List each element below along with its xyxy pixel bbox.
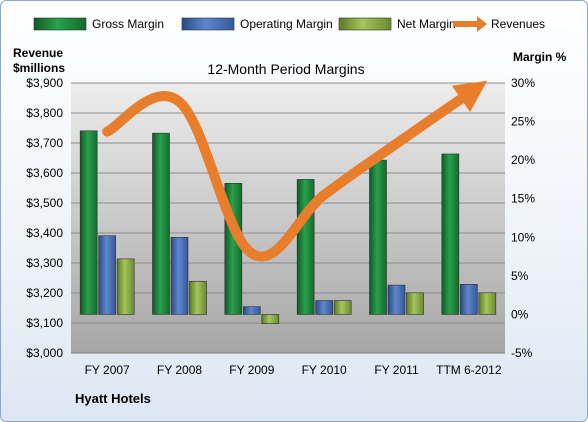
chart-title: 12-Month Period Margins (207, 61, 364, 77)
left-tick-label: $3,200 (26, 286, 63, 300)
bar-operating-margin (387, 284, 406, 315)
bar-gross-margin (369, 159, 387, 315)
legend: Gross Margin Operating Margin Net Margin Re… (33, 16, 545, 32)
x-tick-label: FY 2011 (374, 363, 419, 377)
bar-gross-margin (79, 130, 98, 315)
legend-label: Net Margin (397, 17, 456, 31)
bar-operating-margin (460, 284, 478, 315)
x-tick-label: TTM 6-2012 (436, 363, 502, 377)
bar-net-margin (116, 258, 135, 315)
left-axis-label-line1: Revenue (13, 46, 63, 60)
bar-operating-margin (243, 306, 261, 315)
x-tick-label: FY 2009 (229, 363, 274, 377)
right-axis-label: Margin % (513, 50, 567, 64)
left-tick-label: $3,000 (26, 346, 63, 360)
legend-label: Operating Margin (240, 17, 333, 31)
revenue-line (102, 80, 488, 262)
right-tick-label: 0% (511, 307, 529, 321)
left-tick-label: $3,700 (26, 136, 63, 150)
left-tick-label: $3,100 (26, 316, 63, 330)
right-tick-label: 25% (511, 115, 535, 129)
right-tick-label: -5% (511, 346, 533, 360)
right-axis: -5% 0% 5% 10% 15% 20% 25% 30% (511, 76, 535, 360)
legend-arrow-icon (477, 16, 487, 32)
bar-operating-margin (170, 236, 189, 315)
bar-net-margin (333, 300, 352, 315)
left-tick-label: $3,500 (26, 196, 63, 210)
bar-net-margin (261, 314, 280, 324)
legend-swatch-net-margin (338, 17, 392, 31)
left-axis: $3,000 $3,100 $3,200 $3,300 $3,400 $3,500 $3,6… (26, 76, 63, 360)
bar-gross-margin (441, 153, 460, 315)
revenue-line-path (102, 80, 488, 262)
bar-net-margin (189, 280, 207, 315)
legend-label: Revenues (491, 17, 545, 31)
x-tick-label: FY 2010 (302, 363, 347, 377)
right-tick-label: 30% (511, 76, 535, 90)
company-name: Hyatt Hotels (75, 391, 151, 406)
left-tick-label: $3,900 (26, 76, 63, 90)
legend-label: Gross Margin (92, 17, 164, 31)
x-tick-label: FY 2007 (85, 363, 130, 377)
bar-operating-margin (98, 235, 116, 315)
left-tick-label: $3,600 (26, 166, 63, 180)
right-tick-label: 5% (511, 269, 529, 283)
left-tick-label: $3,400 (26, 226, 63, 240)
x-axis: FY 2007 FY 2008 FY 2009 FY 2010 FY 2011 TTM 6… (85, 363, 502, 377)
bar-gross-margin (296, 179, 315, 315)
plot-area (71, 83, 505, 353)
legend-swatch-operating-margin (181, 17, 235, 31)
right-tick-label: 15% (511, 192, 535, 206)
left-axis-label-line2: $millions (13, 61, 65, 75)
bar-net-margin (406, 292, 424, 315)
bar-gross-margin (152, 132, 170, 315)
x-tick-label: FY 2008 (157, 363, 202, 377)
bar-operating-margin (315, 300, 333, 315)
left-tick-label: $3,300 (26, 256, 63, 270)
bar-net-margin (478, 292, 497, 315)
left-tick-label: $3,800 (26, 106, 63, 120)
right-tick-label: 10% (511, 230, 535, 244)
legend-swatch-gross-margin (33, 17, 87, 31)
right-tick-label: 20% (511, 153, 535, 167)
